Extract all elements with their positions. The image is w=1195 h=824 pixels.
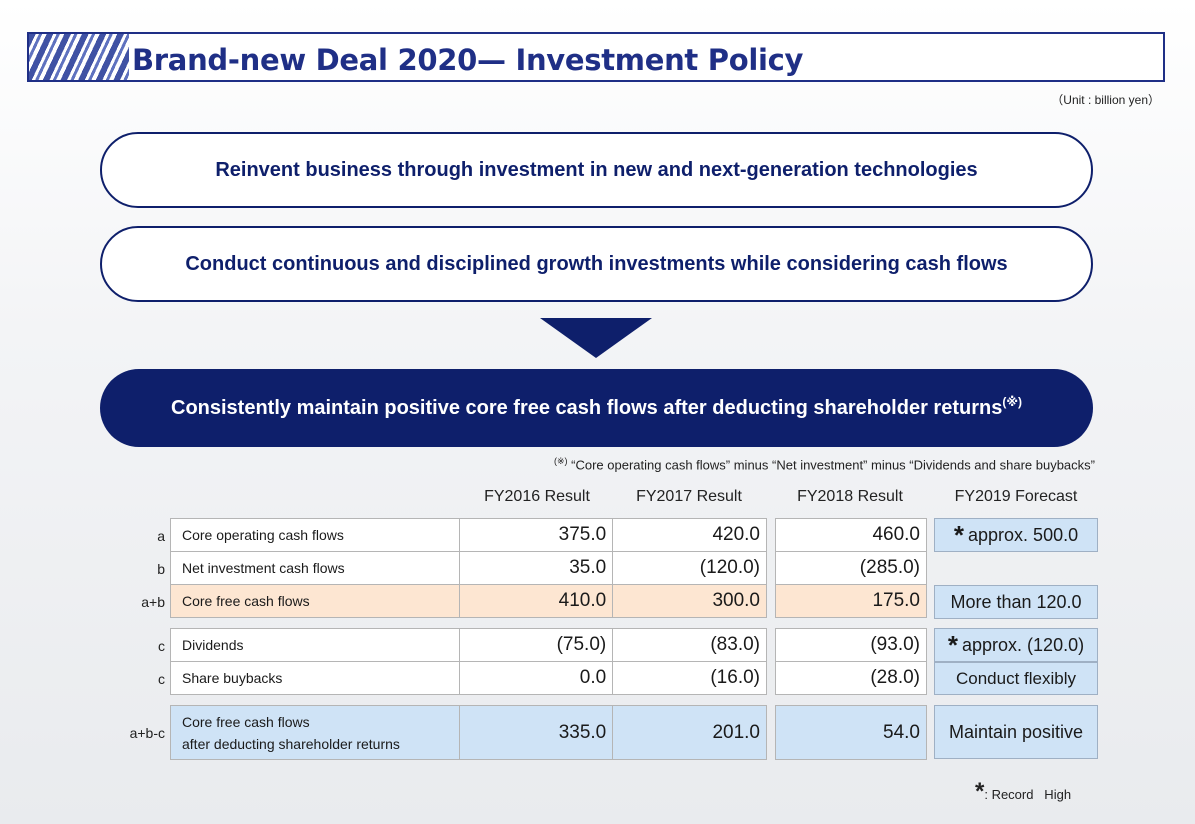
forecast-after-returns: Maintain positive [934, 705, 1098, 759]
cell-value: (75.0) [459, 628, 614, 662]
cell-value: (120.0) [612, 551, 767, 585]
legend-text: : Record High [984, 787, 1072, 802]
down-arrow-icon [540, 318, 652, 358]
goal-text: Consistently maintain positive core free… [171, 396, 1003, 419]
cash-flow-table-1-fy2018: 460.0 (285.0) 175.0 [775, 518, 927, 618]
record-high-legend: *: Record High [975, 778, 1071, 806]
col-fy2017: FY2017 Result [636, 488, 742, 505]
record-high-mark: * [975, 778, 985, 805]
row-key: a+b [141, 594, 165, 610]
cash-flow-table-3: Core free cash flows after deducting sha… [169, 705, 767, 760]
table-row: (285.0) [775, 551, 927, 585]
page-title: Brand-new Deal 2020— Investment Policy [132, 43, 804, 77]
goal-footnote-mark: (※) [1002, 395, 1022, 409]
table-row: 54.0 [775, 705, 927, 760]
row-label-line-1: Core free cash flows [182, 713, 310, 730]
forecast-core-free: More than 120.0 [934, 585, 1098, 619]
row-label: Share buybacks [169, 661, 461, 695]
title-bar: Brand-new Deal 2020— Investment Policy [27, 32, 1165, 82]
table-row: (93.0) [775, 628, 927, 662]
row-key: a+b-c [129, 725, 165, 741]
cell-value: 35.0 [459, 551, 614, 585]
record-high-mark: * [947, 630, 959, 660]
table-row: 460.0 [775, 518, 927, 552]
cash-flow-table-2: Dividends (75.0) (83.0) Share buybacks 0… [169, 628, 767, 695]
cell-value: 420.0 [612, 518, 767, 552]
row-key: c [158, 671, 165, 687]
cell-value: 410.0 [459, 584, 614, 618]
table-row: (28.0) [775, 661, 927, 695]
row-label: Dividends [169, 628, 461, 662]
goal-banner: Consistently maintain positive core free… [100, 369, 1093, 447]
unit-note: （Unit : billion yen） [1051, 93, 1160, 107]
cell-value: (28.0) [775, 661, 927, 695]
table-row: Core free cash flows after deducting sha… [169, 705, 767, 760]
cell-value: 175.0 [775, 584, 927, 618]
table-row: Core free cash flows 410.0 300.0 [169, 584, 767, 618]
forecast-buybacks: Conduct flexibly [934, 662, 1098, 695]
forecast-value: Maintain positive [948, 721, 1084, 742]
table-row: 175.0 [775, 584, 927, 618]
table-row: Dividends (75.0) (83.0) [169, 628, 767, 662]
forecast-value: approx. (120.0) [962, 634, 1085, 655]
forecast-value: approx. 500.0 [968, 524, 1079, 545]
footnote-text: “Core operating cash flows” minus “Net i… [567, 457, 1095, 473]
cash-flow-table-2-fy2018: (93.0) (28.0) [775, 628, 927, 695]
forecast-core-operating: * approx. 500.0 [934, 518, 1098, 552]
row-label-line-2: after deducting shareholder returns [182, 735, 400, 752]
table-row: Share buybacks 0.0 (16.0) [169, 661, 767, 695]
cell-value: 54.0 [775, 705, 927, 760]
col-fy2019: FY2019 Forecast [954, 488, 1078, 505]
cell-value: 460.0 [775, 518, 927, 552]
forecast-dividends: * approx. (120.0) [934, 628, 1098, 662]
row-label: Core operating cash flows [169, 518, 461, 552]
forecast-value: Conduct flexibly [955, 668, 1076, 688]
row-label: Net investment cash flows [169, 551, 461, 585]
policy-2: Conduct continuous and disciplined growt… [100, 226, 1093, 302]
record-high-mark: * [953, 520, 965, 550]
cash-flow-table-3-fy2018: 54.0 [775, 705, 927, 760]
table-row: Net investment cash flows 35.0 (120.0) [169, 551, 767, 585]
col-fy2016: FY2016 Result [484, 488, 590, 505]
cash-flow-table-1: Core operating cash flows 375.0 420.0 Ne… [169, 518, 767, 618]
cell-value: 0.0 [459, 661, 614, 695]
cell-value: 300.0 [612, 584, 767, 618]
cell-value: (83.0) [612, 628, 767, 662]
row-key: b [157, 561, 165, 577]
row-key: a [157, 528, 165, 544]
cell-value: (93.0) [775, 628, 927, 662]
policy-1: Reinvent business through investment in … [100, 132, 1093, 208]
cell-value: (285.0) [775, 551, 927, 585]
cell-value: 201.0 [612, 705, 767, 760]
cell-value: 335.0 [459, 705, 614, 760]
table-row: Core operating cash flows 375.0 420.0 [169, 518, 767, 552]
row-label: Core free cash flows after deducting sha… [169, 705, 461, 760]
forecast-value: More than 120.0 [950, 591, 1082, 612]
col-fy2018: FY2018 Result [797, 488, 903, 505]
cell-value: 375.0 [459, 518, 614, 552]
footnote: (※) “Core operating cash flows” minus “N… [554, 456, 1095, 472]
row-label: Core free cash flows [169, 584, 461, 618]
title-decoration [29, 34, 129, 80]
cell-value: (16.0) [612, 661, 767, 695]
row-key: c [158, 638, 165, 654]
footnote-mark: (※) [554, 456, 568, 466]
